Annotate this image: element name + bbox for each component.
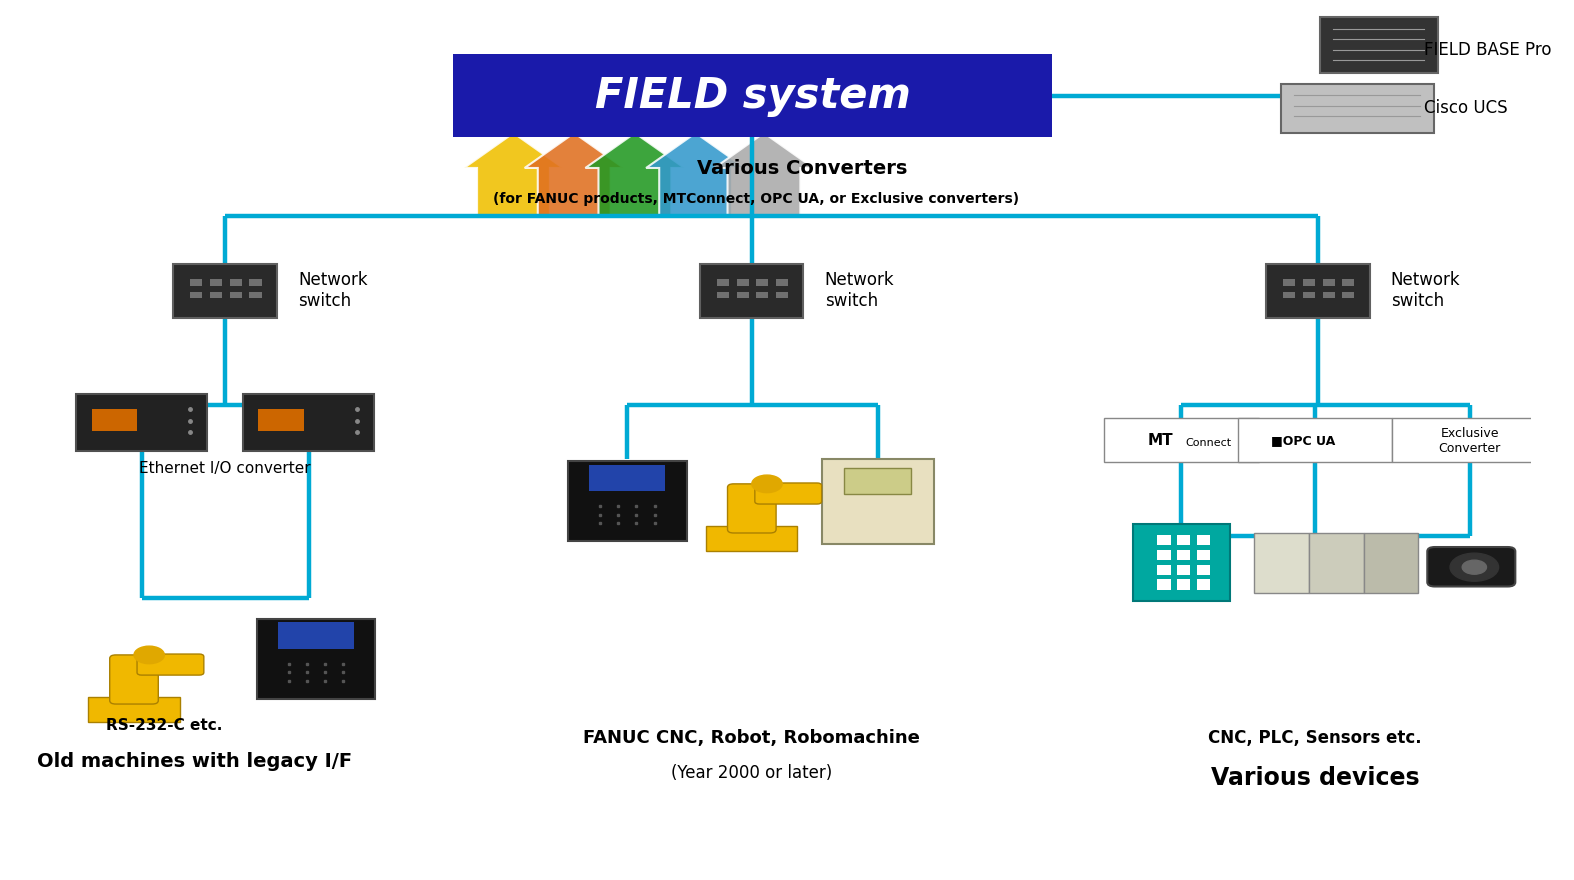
FancyBboxPatch shape xyxy=(844,468,911,495)
FancyBboxPatch shape xyxy=(1363,532,1418,593)
FancyBboxPatch shape xyxy=(822,459,933,544)
Circle shape xyxy=(1462,561,1486,575)
FancyBboxPatch shape xyxy=(1196,579,1210,590)
Polygon shape xyxy=(464,133,563,216)
FancyBboxPatch shape xyxy=(1393,418,1547,462)
FancyBboxPatch shape xyxy=(1103,418,1259,462)
FancyBboxPatch shape xyxy=(1343,280,1354,286)
FancyBboxPatch shape xyxy=(1177,535,1190,546)
FancyBboxPatch shape xyxy=(1157,565,1171,576)
FancyBboxPatch shape xyxy=(1322,292,1335,298)
FancyBboxPatch shape xyxy=(737,280,749,286)
FancyBboxPatch shape xyxy=(137,654,203,675)
Text: Connect: Connect xyxy=(1185,437,1232,448)
Text: Exclusive
Converter: Exclusive Converter xyxy=(1439,427,1502,455)
FancyBboxPatch shape xyxy=(716,280,729,286)
FancyBboxPatch shape xyxy=(1196,535,1210,546)
FancyBboxPatch shape xyxy=(110,655,159,704)
FancyBboxPatch shape xyxy=(757,292,768,298)
Text: CNC, PLC, Sensors etc.: CNC, PLC, Sensors etc. xyxy=(1209,730,1421,747)
Text: FIELD system: FIELD system xyxy=(595,75,910,117)
FancyBboxPatch shape xyxy=(1281,84,1434,133)
FancyBboxPatch shape xyxy=(776,280,789,286)
FancyBboxPatch shape xyxy=(1177,565,1190,576)
FancyBboxPatch shape xyxy=(757,280,768,286)
FancyBboxPatch shape xyxy=(190,292,203,298)
FancyBboxPatch shape xyxy=(1177,550,1190,561)
FancyBboxPatch shape xyxy=(589,465,666,491)
Text: Various Converters: Various Converters xyxy=(697,158,907,178)
Text: (Year 2000 or later): (Year 2000 or later) xyxy=(671,765,833,782)
FancyBboxPatch shape xyxy=(1322,280,1335,286)
FancyBboxPatch shape xyxy=(249,292,261,298)
Text: Cisco UCS: Cisco UCS xyxy=(1424,99,1508,117)
FancyBboxPatch shape xyxy=(249,280,261,286)
FancyBboxPatch shape xyxy=(453,54,1053,137)
FancyBboxPatch shape xyxy=(1428,547,1516,586)
Polygon shape xyxy=(586,133,685,216)
FancyBboxPatch shape xyxy=(716,292,729,298)
Text: (for FANUC products, MTConnect, OPC UA, or Exclusive converters): (for FANUC products, MTConnect, OPC UA, … xyxy=(493,192,1020,206)
Text: RS-232-C etc.: RS-232-C etc. xyxy=(105,717,222,732)
FancyBboxPatch shape xyxy=(258,409,304,431)
FancyBboxPatch shape xyxy=(776,292,789,298)
Polygon shape xyxy=(715,133,814,216)
Text: Network
switch: Network switch xyxy=(297,271,368,311)
FancyBboxPatch shape xyxy=(707,526,798,552)
FancyBboxPatch shape xyxy=(230,280,242,286)
FancyBboxPatch shape xyxy=(230,292,242,298)
FancyBboxPatch shape xyxy=(727,484,776,533)
FancyBboxPatch shape xyxy=(190,280,203,286)
Text: Network
switch: Network switch xyxy=(1391,271,1461,311)
FancyBboxPatch shape xyxy=(1254,532,1310,593)
FancyBboxPatch shape xyxy=(700,264,803,318)
FancyBboxPatch shape xyxy=(1343,292,1354,298)
FancyBboxPatch shape xyxy=(88,697,179,722)
FancyBboxPatch shape xyxy=(76,394,206,451)
Text: Old machines with legacy I/F: Old machines with legacy I/F xyxy=(38,752,353,772)
Circle shape xyxy=(134,646,164,664)
FancyBboxPatch shape xyxy=(209,292,222,298)
FancyBboxPatch shape xyxy=(1319,18,1439,73)
FancyBboxPatch shape xyxy=(1283,280,1295,286)
Polygon shape xyxy=(524,133,623,216)
Circle shape xyxy=(752,475,782,493)
FancyBboxPatch shape xyxy=(1267,264,1369,318)
FancyBboxPatch shape xyxy=(756,483,822,504)
Text: ■OPC UA: ■OPC UA xyxy=(1270,435,1335,447)
Text: FANUC CNC, Robot, Robomachine: FANUC CNC, Robot, Robomachine xyxy=(584,730,921,747)
FancyBboxPatch shape xyxy=(1310,532,1363,593)
FancyBboxPatch shape xyxy=(1196,565,1210,576)
FancyBboxPatch shape xyxy=(91,409,137,431)
FancyBboxPatch shape xyxy=(1157,579,1171,590)
FancyBboxPatch shape xyxy=(1237,418,1393,462)
FancyBboxPatch shape xyxy=(1283,292,1295,298)
FancyBboxPatch shape xyxy=(737,292,749,298)
Text: MT: MT xyxy=(1147,433,1173,449)
FancyBboxPatch shape xyxy=(1303,280,1314,286)
Circle shape xyxy=(1450,554,1498,581)
Text: Ethernet I/O converter: Ethernet I/O converter xyxy=(139,460,312,475)
Polygon shape xyxy=(645,133,745,216)
FancyBboxPatch shape xyxy=(279,622,354,649)
Text: FIELD BASE Pro: FIELD BASE Pro xyxy=(1424,40,1552,59)
FancyBboxPatch shape xyxy=(1303,292,1314,298)
FancyBboxPatch shape xyxy=(173,264,277,318)
FancyBboxPatch shape xyxy=(1157,550,1171,561)
FancyBboxPatch shape xyxy=(257,620,375,700)
FancyBboxPatch shape xyxy=(244,394,375,451)
Text: Network
switch: Network switch xyxy=(825,271,894,311)
FancyBboxPatch shape xyxy=(1157,535,1171,546)
FancyBboxPatch shape xyxy=(1133,524,1229,601)
FancyBboxPatch shape xyxy=(1196,550,1210,561)
Text: Various devices: Various devices xyxy=(1210,766,1420,789)
FancyBboxPatch shape xyxy=(1177,579,1190,590)
FancyBboxPatch shape xyxy=(209,280,222,286)
FancyBboxPatch shape xyxy=(568,461,686,541)
